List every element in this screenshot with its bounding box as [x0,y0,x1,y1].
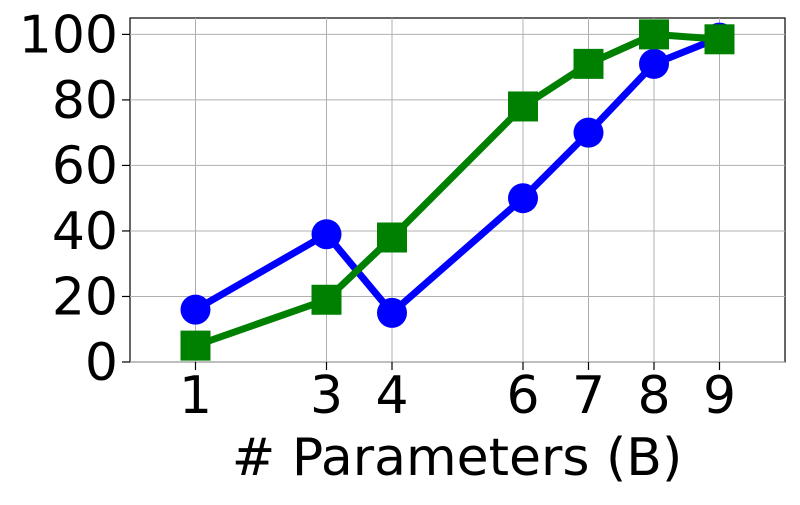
x-tick-label: 8 [637,366,670,426]
x-tick-label: 1 [179,366,212,426]
y-tick-label: 80 [52,71,118,131]
data-point-circle [377,297,407,328]
data-point-circle [573,117,604,148]
data-point-square [704,24,735,55]
x-tick-label: 6 [506,366,539,426]
data-point-square [180,330,211,361]
x-tick-label: 9 [703,366,736,426]
data-point-circle [180,294,211,325]
grid-lines [130,18,785,363]
data-point-circle [311,219,342,250]
data-point-square [311,284,342,315]
data-point-square [573,48,604,79]
x-tick-label: 3 [310,366,343,426]
data-point-square [508,91,538,122]
data-point-square [639,19,669,50]
series-group [180,19,735,361]
data-point-circle [508,183,538,214]
x-axis-label: # Parameters (B) [232,428,683,488]
y-tick-label: 0 [85,333,118,393]
series-2 [180,19,735,361]
data-point-circle [639,48,669,79]
plot-area [129,17,786,363]
x-tick-label: 7 [572,366,605,426]
y-tick-label: 20 [52,267,118,327]
y-tick-label: 60 [52,136,118,196]
y-tick-label: 40 [52,202,118,262]
data-point-square [377,222,407,253]
y-tick-label: 100 [19,5,118,65]
x-tick-label: 4 [375,366,408,426]
